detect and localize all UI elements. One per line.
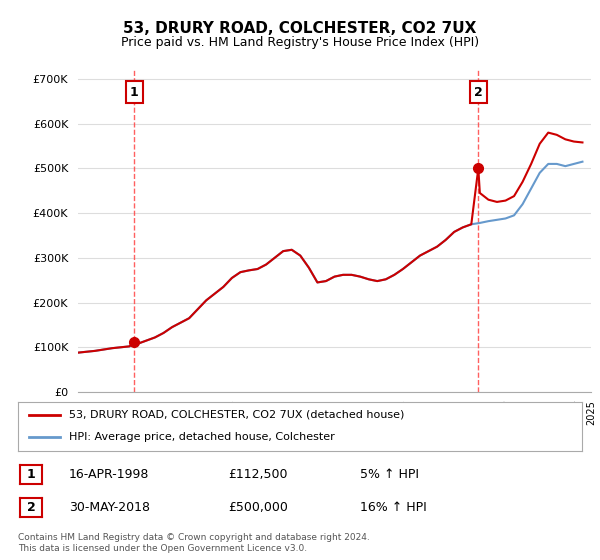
Text: HPI: Average price, detached house, Colchester: HPI: Average price, detached house, Colc…	[69, 432, 335, 442]
Text: 1: 1	[130, 86, 139, 99]
Text: 2: 2	[474, 86, 482, 99]
Text: 2: 2	[26, 501, 35, 515]
Text: £112,500: £112,500	[228, 468, 287, 482]
Text: Contains HM Land Registry data © Crown copyright and database right 2024.
This d: Contains HM Land Registry data © Crown c…	[18, 533, 370, 553]
Text: 16% ↑ HPI: 16% ↑ HPI	[360, 501, 427, 515]
Text: 53, DRURY ROAD, COLCHESTER, CO2 7UX (detached house): 53, DRURY ROAD, COLCHESTER, CO2 7UX (det…	[69, 410, 404, 420]
Text: 5% ↑ HPI: 5% ↑ HPI	[360, 468, 419, 482]
Text: 16-APR-1998: 16-APR-1998	[69, 468, 149, 482]
Text: 1: 1	[26, 468, 35, 482]
Text: £500,000: £500,000	[228, 501, 288, 515]
Text: Price paid vs. HM Land Registry's House Price Index (HPI): Price paid vs. HM Land Registry's House …	[121, 36, 479, 49]
Text: 53, DRURY ROAD, COLCHESTER, CO2 7UX: 53, DRURY ROAD, COLCHESTER, CO2 7UX	[124, 21, 476, 36]
Text: 30-MAY-2018: 30-MAY-2018	[69, 501, 150, 515]
